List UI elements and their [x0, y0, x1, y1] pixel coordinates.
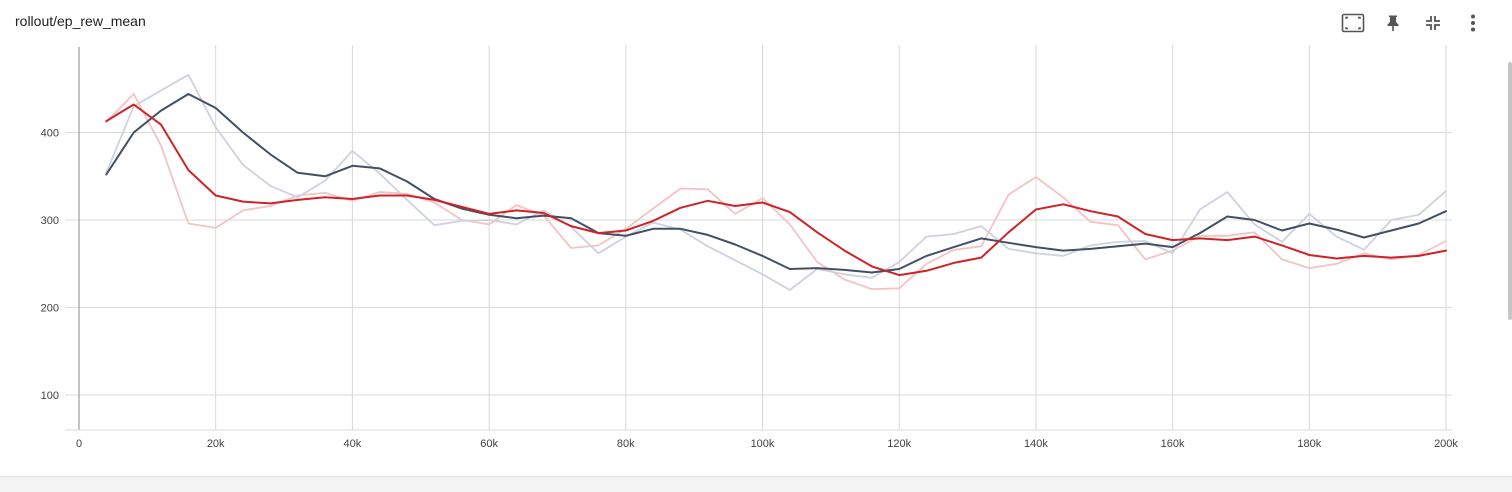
x-tick-label: 200k	[1434, 438, 1458, 450]
x-tick-label: 60k	[480, 438, 498, 450]
more-options-button[interactable]	[1460, 10, 1486, 36]
collapse-button[interactable]	[1420, 10, 1446, 36]
x-tick-label: 140k	[1024, 438, 1048, 450]
y-tick-label: 400	[41, 128, 59, 140]
collapse-icon	[1425, 15, 1441, 31]
series-line-navy_raw	[105, 73, 1447, 291]
series-line-red_smoothed	[105, 103, 1447, 277]
scrollbar[interactable]	[1508, 62, 1512, 320]
y-tick-label: 100	[41, 390, 59, 402]
y-tick-label: 300	[41, 215, 59, 227]
x-tick-label: 160k	[1161, 438, 1185, 450]
x-tick-label: 120k	[887, 438, 911, 450]
fit-domain-icon	[1341, 13, 1365, 33]
x-tick-label: 0	[76, 438, 82, 450]
y-tick-label: 200	[41, 303, 59, 315]
fit-domain-button[interactable]	[1340, 10, 1366, 36]
x-tick-label: 80k	[617, 438, 635, 450]
line-chart[interactable]: 100 200 300 400 0 20k 40k 60k 80k 100k 120k 140k 160…	[0, 40, 1490, 460]
x-tick-label: 20k	[207, 438, 225, 450]
x-tick-label: 100k	[751, 438, 775, 450]
series-line-red_raw	[105, 93, 1447, 291]
x-tick-label: 40k	[344, 438, 362, 450]
footer-strip	[0, 476, 1512, 492]
chart-card: rollout/ep_rew_mean	[0, 10, 1512, 460]
x-tick-label: 180k	[1297, 438, 1321, 450]
pin-button[interactable]	[1380, 10, 1406, 36]
more-vert-icon	[1470, 14, 1476, 32]
chart-title: rollout/ep_rew_mean	[15, 13, 146, 29]
series-line-navy_smoothed	[105, 93, 1447, 274]
pin-icon	[1386, 14, 1400, 32]
